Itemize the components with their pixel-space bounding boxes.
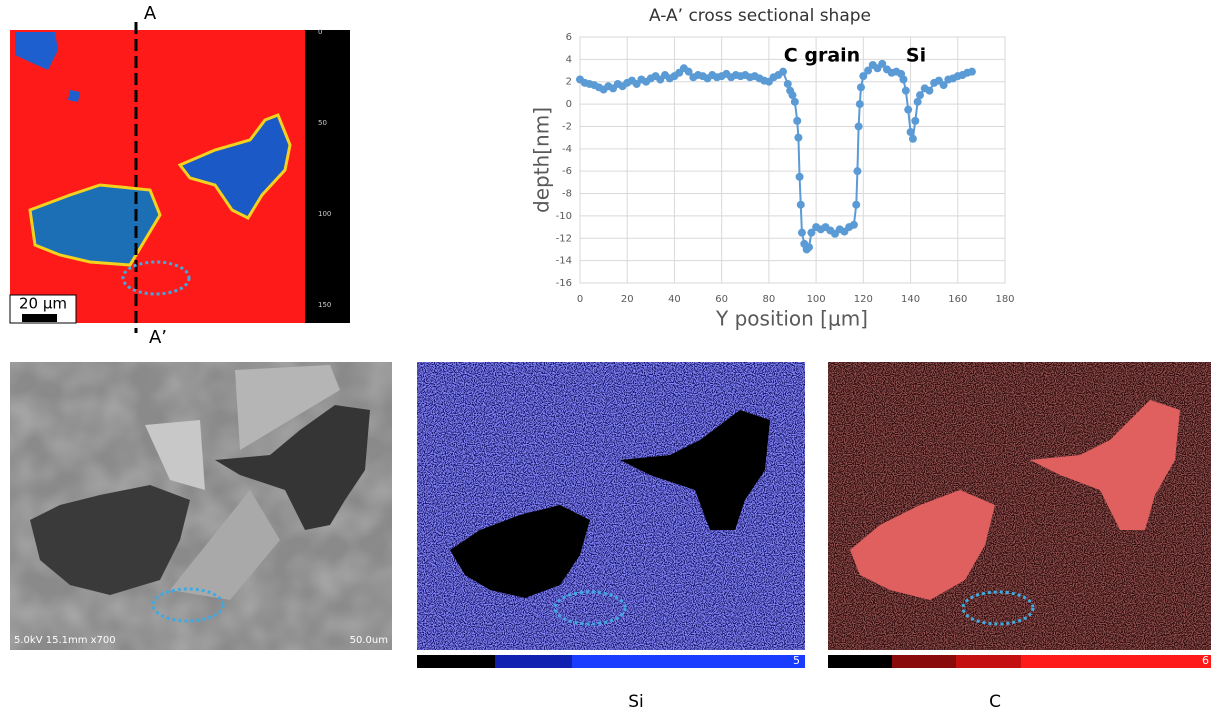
colorbar-label: 100: [318, 210, 331, 218]
y-tick-label: -4: [562, 144, 572, 155]
chart-title: A-A’ cross sectional shape: [649, 6, 871, 26]
data-point: [793, 117, 801, 125]
section-start: A: [144, 3, 157, 24]
scale-bar-label: 20 μm: [19, 295, 67, 313]
data-point: [856, 100, 864, 108]
data-point: [779, 68, 787, 76]
data-point: [794, 134, 802, 142]
si-map: [417, 362, 805, 668]
sem-image: [10, 362, 392, 650]
x-tick-label: 160: [948, 294, 967, 305]
annotation: C grain: [784, 45, 860, 67]
y-tick-label: -8: [562, 189, 572, 200]
y-tick-label: 6: [566, 32, 572, 43]
y-tick-label: 4: [566, 54, 572, 65]
section-end: A’: [149, 327, 167, 348]
height-map: [10, 22, 350, 333]
c-caption: C: [989, 692, 1001, 712]
data-point: [902, 87, 910, 95]
y-axis-label: depth[nm]: [530, 107, 554, 213]
c-map: [828, 362, 1211, 668]
colorbar-label: 150: [318, 301, 331, 309]
x-tick-label: 100: [807, 294, 826, 305]
data-point: [798, 229, 806, 237]
data-point: [796, 173, 804, 181]
plot-area: [580, 37, 1005, 283]
y-tick-label: -16: [556, 278, 572, 289]
c-colorbar-max: 6: [1202, 654, 1209, 667]
data-point: [857, 83, 865, 91]
x-tick-label: 80: [763, 294, 776, 305]
y-tick-label: -2: [562, 121, 572, 132]
y-tick-label: 0: [566, 99, 572, 110]
data-point: [904, 106, 912, 114]
si-caption: Si: [628, 692, 644, 712]
x-tick-label: 60: [715, 294, 728, 305]
x-tick-label: 140: [901, 294, 920, 305]
x-tick-label: 20: [621, 294, 634, 305]
y-tick-label: -14: [556, 256, 572, 267]
colorbar-label: 50: [318, 119, 327, 127]
data-point: [916, 91, 924, 99]
series-line: [580, 64, 972, 250]
data-point: [925, 87, 933, 95]
data-point: [797, 201, 805, 209]
x-axis-label: Y position [μm]: [715, 307, 868, 331]
y-tick-label: -6: [562, 166, 572, 177]
annotation: Si: [906, 45, 926, 67]
y-tick-label: 2: [566, 77, 572, 88]
y-tick-label: -12: [556, 233, 572, 244]
data-point: [909, 135, 917, 143]
figure: A A’ 20 μm 050100150 5.0kV 15.1mm x700 5…: [0, 0, 1211, 713]
data-point: [911, 117, 919, 125]
data-point: [805, 243, 813, 251]
x-tick-label: 0: [577, 294, 583, 305]
data-point: [968, 68, 976, 76]
x-tick-label: 180: [995, 294, 1014, 305]
data-point: [850, 221, 858, 229]
data-point: [852, 201, 860, 209]
y-tick-label: -10: [556, 211, 572, 222]
data-point: [899, 75, 907, 83]
si-colorbar-max: 5: [793, 654, 800, 667]
data-point: [791, 98, 799, 106]
colorbar-label: 0: [318, 28, 322, 36]
data-point: [855, 122, 863, 130]
sem-info: 5.0kV 15.1mm x700: [14, 635, 116, 646]
sem-scale: 50.0um: [350, 635, 388, 646]
data-point: [853, 167, 861, 175]
x-tick-label: 40: [668, 294, 681, 305]
x-tick-label: 120: [854, 294, 873, 305]
